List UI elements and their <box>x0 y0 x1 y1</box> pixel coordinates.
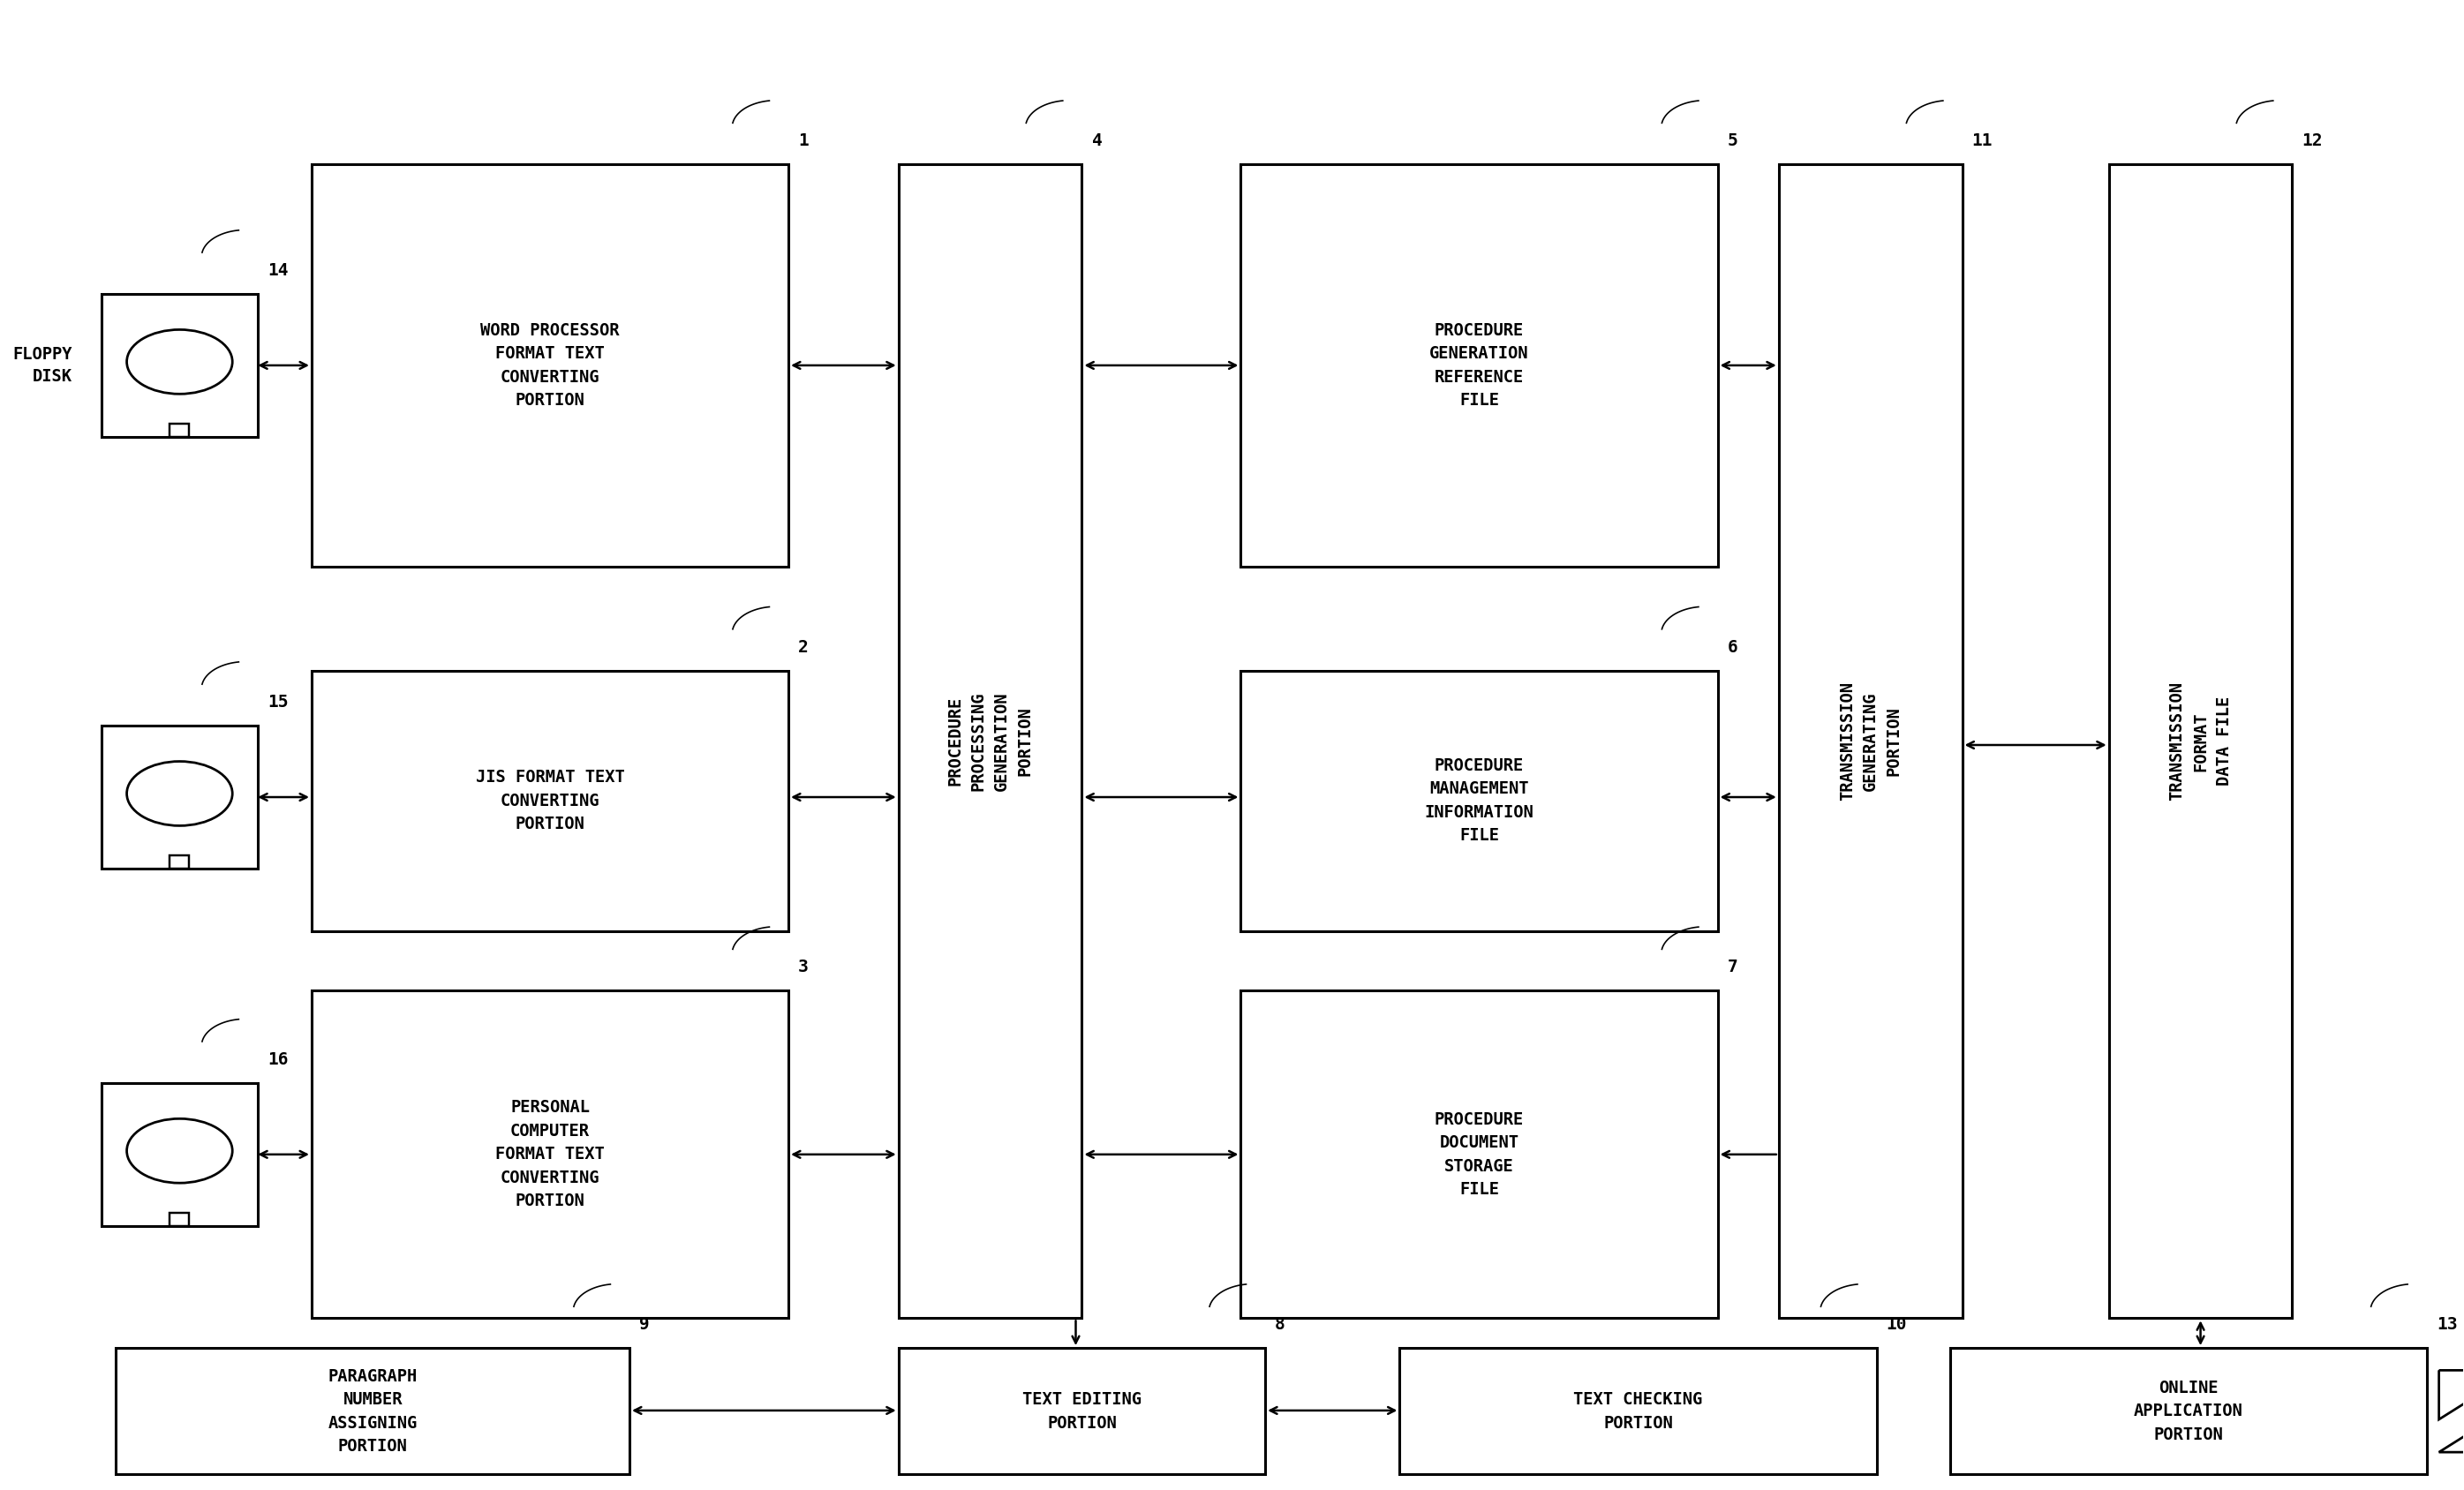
Bar <box>1949 1348 2427 1475</box>
Text: 16: 16 <box>269 1052 288 1068</box>
Text: 15: 15 <box>269 694 288 711</box>
Bar <box>310 991 788 1319</box>
Bar <box>899 164 1082 1319</box>
Bar <box>101 1083 259 1226</box>
Bar <box>1779 164 1961 1319</box>
Text: ONLINE
APPLICATION
PORTION: ONLINE APPLICATION PORTION <box>2134 1380 2242 1442</box>
Text: 14: 14 <box>269 262 288 279</box>
Text: 7: 7 <box>1727 960 1737 976</box>
Circle shape <box>126 329 232 393</box>
Text: 11: 11 <box>1971 133 1993 149</box>
Bar <box>310 164 788 566</box>
Text: PARAGRAPH
NUMBER
ASSIGNING
PORTION: PARAGRAPH NUMBER ASSIGNING PORTION <box>328 1368 416 1454</box>
Text: 10: 10 <box>1887 1316 1907 1334</box>
Bar <box>170 425 190 437</box>
Text: 6: 6 <box>1727 639 1737 656</box>
Bar <box>116 1348 628 1475</box>
Bar <box>170 1213 190 1226</box>
Bar <box>101 294 259 437</box>
Text: PROCEDURE
GENERATION
REFERENCE
FILE: PROCEDURE GENERATION REFERENCE FILE <box>1429 322 1528 408</box>
Bar <box>101 726 259 869</box>
Text: 1: 1 <box>798 133 808 149</box>
Bar <box>170 855 190 869</box>
Text: PROCEDURE
PROCESSING
GENERATION
PORTION: PROCEDURE PROCESSING GENERATION PORTION <box>946 691 1032 791</box>
Circle shape <box>126 1119 232 1183</box>
Text: TRANSMISSION
FORMAT
DATA FILE: TRANSMISSION FORMAT DATA FILE <box>2168 682 2232 800</box>
Text: 13: 13 <box>2437 1316 2457 1334</box>
Text: WORD PROCESSOR
FORMAT TEXT
CONVERTING
PORTION: WORD PROCESSOR FORMAT TEXT CONVERTING PO… <box>480 322 618 408</box>
Text: 9: 9 <box>638 1316 650 1334</box>
Text: PROCEDURE
DOCUMENT
STORAGE
FILE: PROCEDURE DOCUMENT STORAGE FILE <box>1434 1112 1523 1198</box>
Text: 3: 3 <box>798 960 808 976</box>
Text: TRANSMISSION
GENERATING
PORTION: TRANSMISSION GENERATING PORTION <box>1838 682 1902 800</box>
Text: FLOPPY
DISK: FLOPPY DISK <box>12 346 71 384</box>
Text: 2: 2 <box>798 639 808 656</box>
Text: TEXT EDITING
PORTION: TEXT EDITING PORTION <box>1023 1392 1141 1432</box>
Bar <box>1400 1348 1878 1475</box>
Bar <box>1242 991 1717 1319</box>
Text: 4: 4 <box>1092 133 1101 149</box>
Circle shape <box>126 761 232 825</box>
Text: TEXT CHECKING
PORTION: TEXT CHECKING PORTION <box>1574 1392 1703 1432</box>
Text: 12: 12 <box>2301 133 2324 149</box>
Bar <box>1242 164 1717 566</box>
Bar <box>2109 164 2292 1319</box>
Text: PROCEDURE
MANAGEMENT
INFORMATION
FILE: PROCEDURE MANAGEMENT INFORMATION FILE <box>1424 757 1533 845</box>
Text: PERSONAL
COMPUTER
FORMAT TEXT
CONVERTING
PORTION: PERSONAL COMPUTER FORMAT TEXT CONVERTING… <box>495 1100 604 1210</box>
Bar <box>310 670 788 931</box>
Text: 5: 5 <box>1727 133 1737 149</box>
Bar <box>1242 670 1717 931</box>
Bar <box>899 1348 1264 1475</box>
Text: 8: 8 <box>1274 1316 1286 1334</box>
Text: JIS FORMAT TEXT
CONVERTING
PORTION: JIS FORMAT TEXT CONVERTING PORTION <box>476 769 623 833</box>
